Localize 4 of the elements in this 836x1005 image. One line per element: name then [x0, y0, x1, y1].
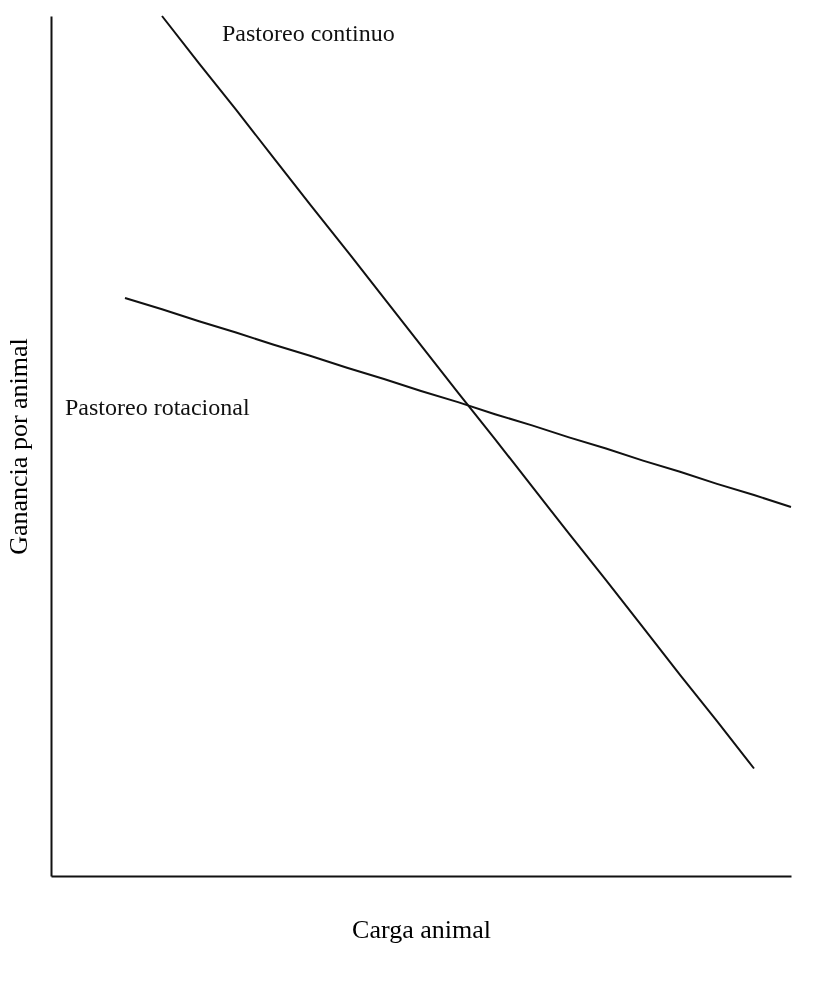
x-axis-title: Carga animal — [352, 914, 491, 944]
y-axis-title: Ganancia por animal — [3, 338, 33, 555]
text: Pastoreo rotacional — [65, 394, 250, 421]
series-label: Pastoreo continuo — [222, 20, 395, 46]
